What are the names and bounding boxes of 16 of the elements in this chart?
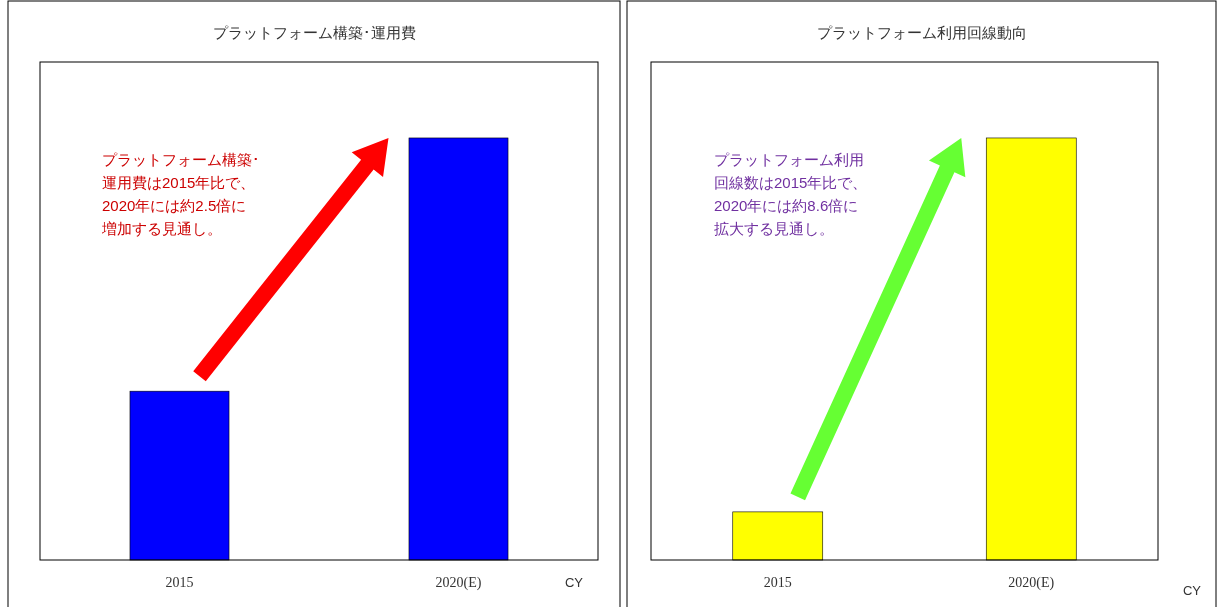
chart-title: プラットフォーム利用回線動向 (816, 24, 1027, 41)
annotation: 2020年には約2.5倍に (102, 197, 247, 214)
x-tick-label: 2015 (165, 575, 194, 590)
x-tick-label: 2020(E) (435, 575, 482, 591)
annotation: 増加する見通し。 (101, 220, 222, 237)
annotation: 2020年には約8.6倍に (714, 197, 859, 214)
x-axis-title: CY (564, 575, 584, 590)
x-axis-title: CY (1182, 583, 1202, 598)
annotation: プラットフォーム利用 (714, 151, 864, 168)
annotation: 回線数は2015年比で、 (714, 174, 868, 191)
x-tick-label: 2020(E) (1008, 575, 1055, 591)
x-tick-label: 2015 (763, 575, 792, 590)
annotation: 運用費は2015年比で、 (102, 174, 256, 191)
annotation: プラットフォーム構築･ (102, 151, 260, 168)
chart-title: プラットフォーム構築･運用費 (212, 24, 416, 41)
annotation: 拡大する見通し。 (714, 220, 834, 237)
